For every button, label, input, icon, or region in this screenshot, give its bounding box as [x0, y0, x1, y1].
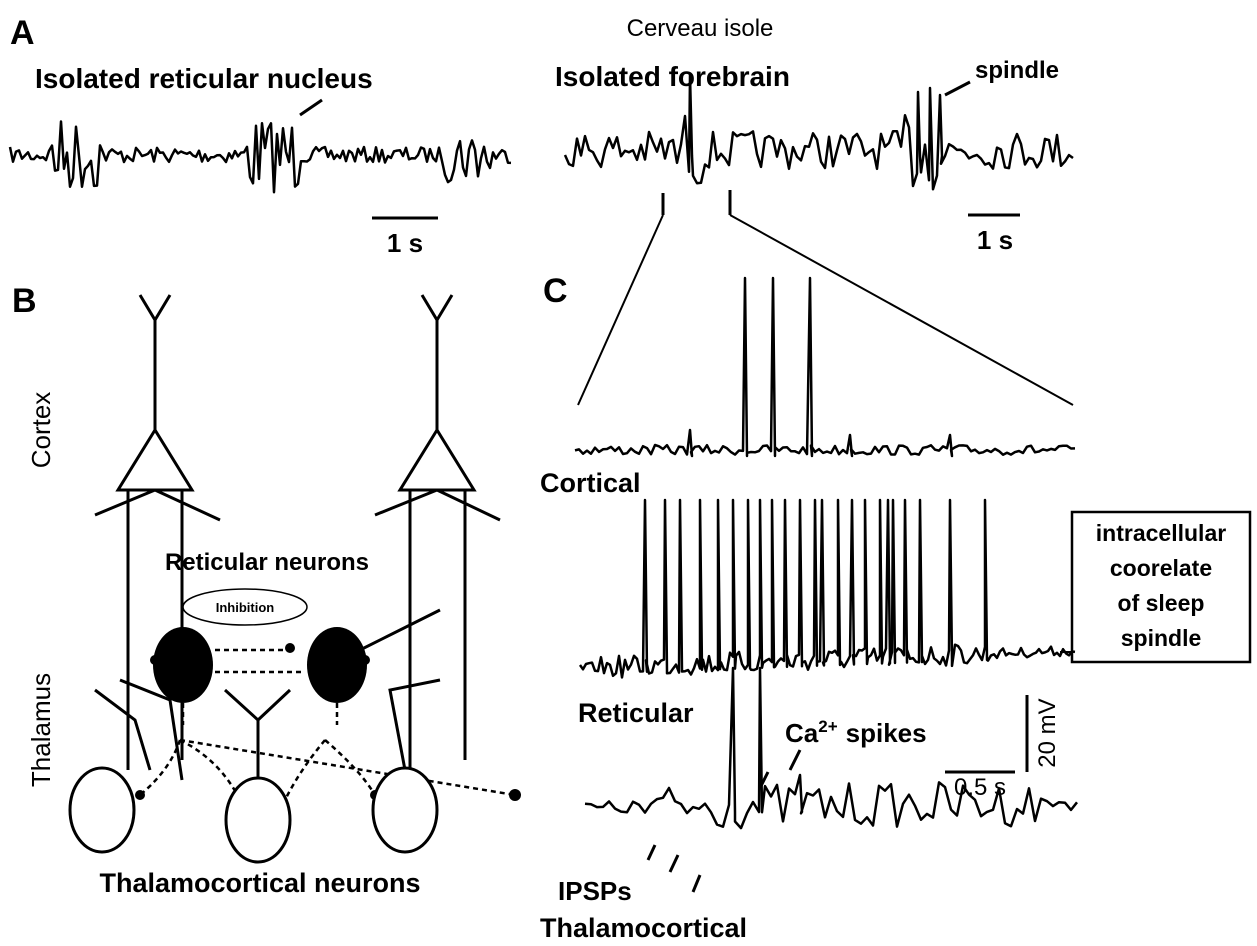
- superscript: 2+: [818, 717, 837, 736]
- zoom-line: [730, 215, 1073, 405]
- region-label: Cortex: [26, 392, 56, 469]
- trace: [565, 75, 1073, 189]
- annotation: spindle: [975, 57, 1059, 84]
- trace-label: Isolated reticular nucleus: [35, 63, 373, 94]
- panel-label: B: [12, 282, 37, 320]
- trace: [10, 122, 511, 193]
- trace: [575, 278, 1075, 456]
- scale-label: 20 mV: [1034, 698, 1061, 767]
- trace-label: Reticular: [578, 698, 694, 728]
- group-label: Reticular neurons: [165, 549, 369, 576]
- arrow: [648, 845, 700, 892]
- arrow: [945, 82, 970, 95]
- annotation-part: Ca: [785, 718, 819, 748]
- zoom-line: [578, 215, 663, 405]
- callout-line: of sleep: [1118, 590, 1205, 616]
- callout-line: coorelate: [1110, 555, 1212, 581]
- scale-label: 1 s: [977, 225, 1013, 255]
- callout-line: spindle: [1121, 625, 1202, 651]
- panel-label: A: [10, 14, 35, 52]
- title: Cerveau isole: [627, 15, 774, 42]
- annotation: Thalamocortical: [540, 913, 747, 943]
- arrow: [760, 750, 800, 788]
- panel-label: C: [543, 272, 568, 310]
- region-label: Thalamus: [26, 673, 56, 787]
- trace: [585, 668, 1077, 828]
- trace: [580, 500, 1075, 677]
- annotation: Ca2+ spikes: [785, 717, 927, 748]
- arrow: [300, 100, 322, 115]
- trace-label: Cortical: [540, 468, 641, 498]
- annotation-part: spikes: [846, 718, 927, 748]
- callout-line: intracellular: [1096, 520, 1226, 546]
- trace-label: Isolated forebrain: [555, 61, 790, 92]
- neuron-diagram: Reticular neurons Inhibition: [70, 295, 521, 862]
- scale-label: 1 s: [387, 228, 423, 258]
- annotation: IPSPs: [558, 876, 632, 906]
- annotation: Inhibition: [216, 600, 275, 615]
- figure: A Cerveau isole Isolated reticular nucle…: [0, 0, 1257, 946]
- group-label: Thalamocortical neurons: [99, 868, 420, 898]
